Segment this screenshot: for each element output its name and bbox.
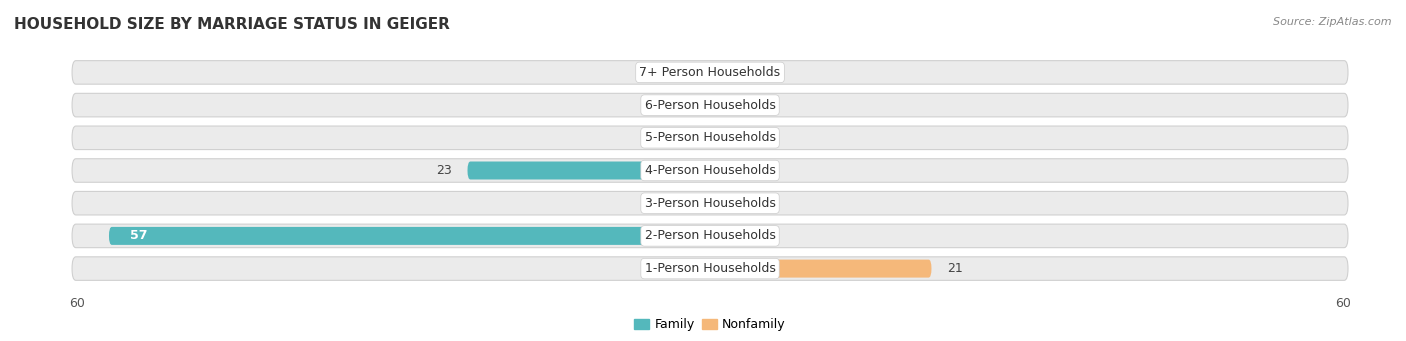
FancyBboxPatch shape [110,227,710,245]
FancyBboxPatch shape [710,96,742,114]
Text: 6-Person Households: 6-Person Households [644,99,776,112]
Text: 23: 23 [436,164,451,177]
FancyBboxPatch shape [710,129,742,147]
Text: 0: 0 [758,99,765,112]
FancyBboxPatch shape [72,159,1348,182]
FancyBboxPatch shape [678,96,710,114]
FancyBboxPatch shape [678,260,710,278]
FancyBboxPatch shape [710,260,931,278]
Text: 0: 0 [758,197,765,210]
Text: 0: 0 [758,229,765,242]
Text: 1-Person Households: 1-Person Households [644,262,776,275]
FancyBboxPatch shape [710,63,742,81]
FancyBboxPatch shape [668,194,710,212]
FancyBboxPatch shape [72,93,1348,117]
Text: 3-Person Households: 3-Person Households [644,197,776,210]
Legend: Family, Nonfamily: Family, Nonfamily [630,313,790,336]
Text: 7+ Person Households: 7+ Person Households [640,66,780,79]
FancyBboxPatch shape [72,61,1348,84]
FancyBboxPatch shape [72,224,1348,248]
FancyBboxPatch shape [467,162,710,179]
Text: 0: 0 [758,164,765,177]
Text: 0: 0 [655,262,662,275]
FancyBboxPatch shape [678,63,710,81]
Text: 4-Person Households: 4-Person Households [644,164,776,177]
Text: 21: 21 [948,262,963,275]
Text: 0: 0 [655,99,662,112]
Text: 4: 4 [644,197,652,210]
Text: 3: 3 [655,131,662,144]
Text: 2-Person Households: 2-Person Households [644,229,776,242]
FancyBboxPatch shape [678,129,710,147]
FancyBboxPatch shape [72,257,1348,280]
FancyBboxPatch shape [710,162,742,179]
Text: HOUSEHOLD SIZE BY MARRIAGE STATUS IN GEIGER: HOUSEHOLD SIZE BY MARRIAGE STATUS IN GEI… [14,17,450,32]
Text: 0: 0 [758,66,765,79]
FancyBboxPatch shape [72,126,1348,150]
FancyBboxPatch shape [710,194,742,212]
Text: 0: 0 [655,66,662,79]
FancyBboxPatch shape [72,191,1348,215]
Text: 5-Person Households: 5-Person Households [644,131,776,144]
Text: 57: 57 [129,229,148,242]
FancyBboxPatch shape [710,227,742,245]
Text: Source: ZipAtlas.com: Source: ZipAtlas.com [1274,17,1392,27]
Text: 0: 0 [758,131,765,144]
